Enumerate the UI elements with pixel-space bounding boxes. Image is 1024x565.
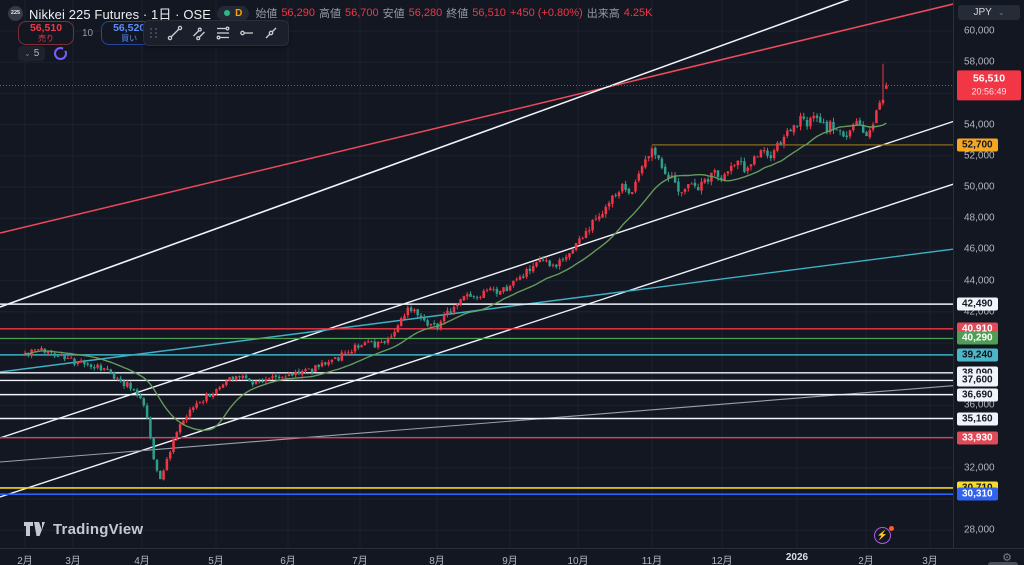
ohlc-readout: 始値 56,290 高値 56,700 安値 56,280 終値 56,510 +450… (255, 5, 652, 21)
time-axis-label: 12月 (711, 556, 733, 565)
time-axis-label: 2月 (17, 556, 33, 565)
symbol-title[interactable]: Nikkei 225 Futures · 1日 · OSE (29, 6, 212, 22)
buy-label: 買い (121, 33, 138, 43)
price-level-badge[interactable]: 33,930 (957, 431, 998, 445)
price-level-badge[interactable]: 39,240 (957, 348, 998, 362)
currency-selector[interactable]: JPY ⌄ (958, 5, 1020, 20)
sell-button[interactable]: 56,510 売り (18, 21, 74, 45)
price-axis-label: 44,000 (964, 275, 995, 287)
cross-line-tool-icon[interactable] (260, 22, 282, 44)
price-level-badge[interactable]: 30,310 (957, 487, 998, 501)
current-price-badge[interactable]: 56,510 20:56:49 (957, 70, 1021, 101)
price-level-badge[interactable]: 52,700 (957, 138, 998, 152)
open-label: 始値 (255, 8, 278, 20)
time-axis-label: 2月 (858, 556, 874, 565)
info-line-tool-icon[interactable] (188, 22, 210, 44)
price-axis-label: 52,000 (964, 150, 995, 162)
time-axis-label: 9月 (502, 556, 518, 565)
volume-value: 4.25K (623, 7, 653, 19)
low-label: 安値 (382, 8, 405, 20)
change-value: +450 (+0.80%) (509, 7, 583, 19)
price-axis-label: 28,000 (964, 524, 995, 536)
gray-support-line[interactable] (0, 380, 953, 463)
order-panel: 56,510 売り 10 56,520 買い (18, 21, 158, 45)
price-level-badge[interactable]: 40,290 (957, 331, 998, 345)
horizontal-level-lines[interactable] (0, 144, 953, 495)
open-value: 56,290 (281, 7, 315, 19)
time-axis-label: 6月 (280, 556, 296, 565)
channel-upper-line[interactable] (0, 98, 953, 439)
price-axis-label: 36,000 (964, 399, 995, 411)
gear-icon[interactable]: ⚙ (1002, 552, 1012, 564)
price-axis-label: 32,000 (964, 462, 995, 474)
candle-count-selector[interactable]: ⌄ 5 (18, 46, 46, 61)
price-axis-label: 60,000 (964, 25, 995, 37)
high-value: 56,700 (344, 7, 379, 19)
price-axis-label: 50,000 (964, 181, 995, 193)
price-axis-label: 54,000 (964, 119, 995, 131)
buy-price: 56,520 (113, 22, 146, 35)
white-rising-trendline[interactable] (0, 0, 953, 308)
currency-label: JPY (973, 7, 992, 18)
cyan-rising-trendline[interactable] (0, 240, 953, 373)
chevron-down-icon: ⌄ (24, 49, 31, 58)
price-axis-label: 58,000 (964, 56, 995, 68)
price-level-badge[interactable]: 37,600 (957, 373, 998, 387)
horizontal-ray-tool-icon[interactable] (236, 22, 258, 44)
price-level-badge[interactable]: 35,160 (957, 412, 998, 425)
axis-corner-tab[interactable] (988, 562, 1018, 565)
time-axis-label: 2026 (785, 552, 809, 563)
sell-price: 56,510 (29, 22, 63, 35)
time-axis-label: 10月 (567, 556, 589, 565)
parallel-lines-tool-icon[interactable] (212, 22, 234, 44)
price-axis-label: 46,000 (964, 243, 995, 255)
trend-line-tool-icon[interactable] (164, 22, 186, 44)
tradingview-logo-text: TradingView (53, 521, 144, 538)
quantity-value[interactable]: 10 (82, 27, 94, 39)
drag-handle-icon[interactable] (146, 28, 162, 38)
high-label: 高値 (318, 8, 341, 20)
time-axis-label: 3月 (65, 556, 81, 565)
time-axis[interactable]: ⚙ 2月 3月 4月 5月 6月 7月 8月 9月 10月 11月 12月 2026 2月 3月 (0, 548, 1024, 565)
candle-count-value: 5 (33, 48, 40, 59)
drawing-toolbar (143, 20, 289, 46)
current-price-value: 56,510 (972, 72, 1006, 85)
notification-dot (889, 526, 894, 531)
price-level-badge[interactable]: 42,490 (957, 297, 998, 311)
time-axis-label: 3月 (922, 556, 938, 565)
volume-label: 出来高 (586, 8, 620, 20)
price-level-badge[interactable]: 36,690 (957, 388, 998, 402)
sell-label: 売り (38, 33, 54, 43)
low-value: 56,280 (408, 7, 443, 19)
red-rising-trendline[interactable] (0, 0, 953, 234)
candlestick-chart[interactable] (0, 0, 953, 548)
symbol-header: 225 Nikkei 225 Futures · 1日 · OSE D 始値 56… (8, 4, 652, 22)
tradingview-logo-icon (24, 522, 45, 536)
market-open-dot (224, 10, 231, 16)
symbol-logo: 225 (8, 5, 23, 21)
tradingview-logo[interactable]: TradingView (24, 521, 143, 538)
chevron-down-icon: ⌄ (997, 8, 1005, 17)
bar-countdown: 20:56:49 (971, 85, 1007, 96)
close-label: 終値 (446, 8, 469, 20)
time-axis-label: 4月 (134, 556, 150, 565)
moving-average-line[interactable] (24, 122, 887, 432)
market-status-icon[interactable]: ⚡ (874, 527, 891, 544)
price-axis-label: 48,000 (964, 212, 995, 224)
interval-letter: D (235, 7, 243, 19)
time-axis-label: 7月 (352, 556, 368, 565)
time-axis-label: 8月 (429, 556, 445, 565)
price-axis-label: 42,000 (964, 306, 995, 318)
price-axis[interactable]: 60,000 58,000 54,000 52,000 50,000 48,000 46,0… (953, 0, 1024, 548)
time-axis-label: 11月 (641, 556, 663, 565)
sync-icon[interactable] (54, 47, 68, 60)
trendline-drawings[interactable] (0, 0, 953, 498)
interval-pill[interactable]: D (217, 5, 250, 21)
grid-lines (0, 0, 953, 548)
close-value: 56,510 (472, 7, 506, 19)
time-axis-label: 5月 (208, 556, 224, 565)
